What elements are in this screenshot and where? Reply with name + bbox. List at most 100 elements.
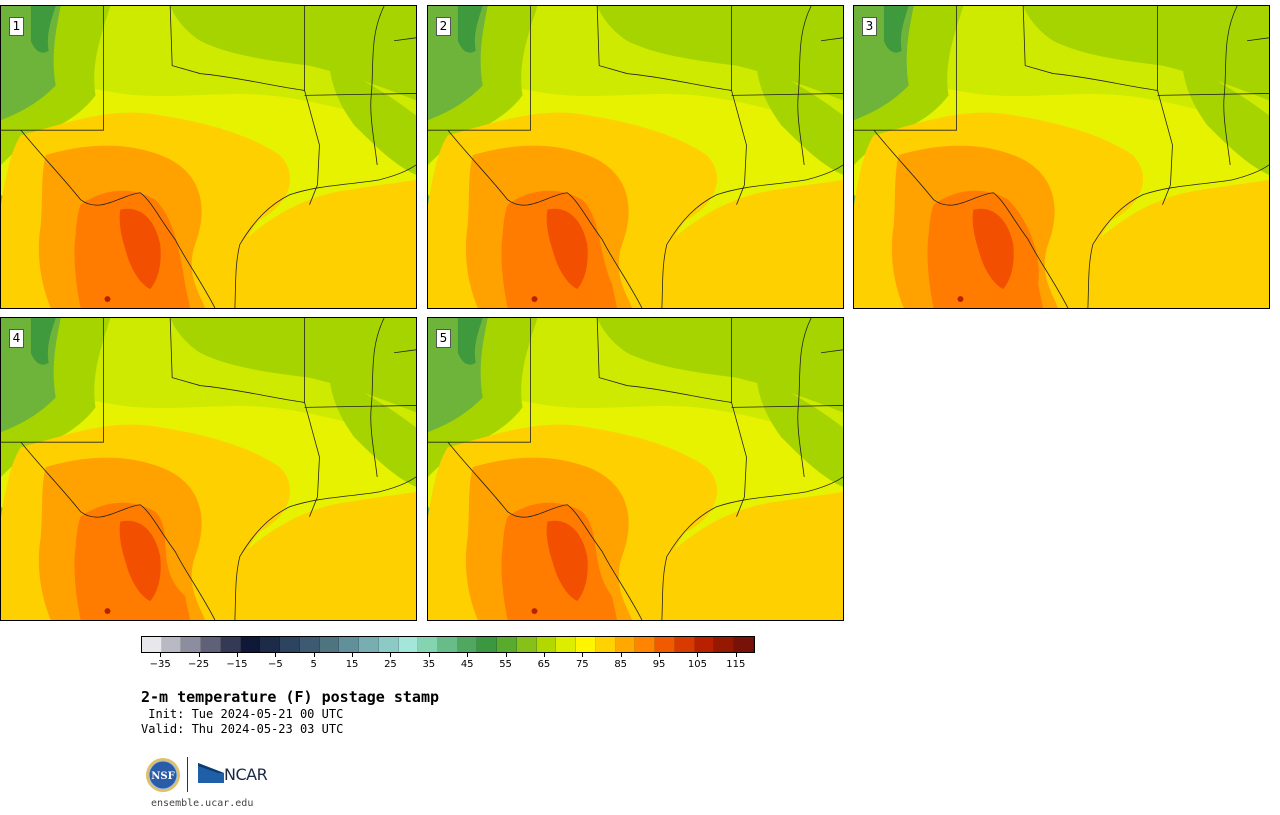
colorbar-segment	[319, 637, 340, 652]
border-ok	[596, 6, 732, 91]
colorbar-tick	[352, 653, 354, 657]
colorbar-segment	[161, 637, 182, 652]
colorbar-tick-label: 35	[422, 659, 436, 670]
coastline	[234, 476, 416, 620]
map	[1, 318, 416, 620]
field-hottest	[119, 208, 161, 290]
nsf-logo-icon: NSF	[146, 758, 180, 792]
border-tn	[821, 37, 843, 42]
border-ar	[731, 93, 843, 96]
field-east	[756, 65, 843, 175]
field-hottest	[119, 520, 161, 602]
border-nm	[1, 6, 104, 131]
border-ar	[304, 405, 416, 408]
colorbar-ticks: −35 −25 −15 −5 5 15 25 35 45 55 65 75 85 95 105 115	[141, 653, 755, 673]
colorbar-tick	[620, 653, 622, 657]
colorbar-segment	[438, 637, 458, 652]
colorbar-tick	[390, 653, 392, 657]
border-la	[731, 90, 747, 205]
colorbar-segment	[220, 637, 241, 652]
colorbar-tick-label: −5	[267, 659, 283, 670]
coastline	[234, 164, 416, 308]
colorbar-segment	[280, 637, 300, 652]
field-peaks	[457, 6, 483, 53]
logo-divider	[187, 757, 188, 792]
gulf	[234, 491, 416, 620]
gulf	[661, 179, 843, 308]
border-ok	[169, 318, 305, 403]
colorbar-tick	[160, 653, 162, 657]
gulf	[234, 179, 416, 308]
colorbar-tick-label: 65	[537, 659, 551, 670]
border-tn	[394, 37, 416, 42]
member-label: 3	[862, 17, 877, 36]
colorbar	[141, 636, 755, 653]
field-peaks	[30, 6, 56, 53]
colorbar-tick-label: 25	[384, 659, 397, 670]
border-ms	[797, 318, 812, 477]
border-la	[1157, 90, 1173, 205]
colorbar-segment	[457, 637, 478, 652]
border-ms	[370, 318, 385, 477]
colorbar-tick	[428, 653, 430, 657]
field-hottest	[972, 208, 1014, 290]
border-nm	[428, 318, 531, 443]
colorbar-tick	[505, 653, 507, 657]
border-mx	[873, 129, 1069, 308]
border-ms	[370, 6, 385, 165]
border-ms	[797, 6, 812, 165]
colorbar-segment	[260, 637, 281, 652]
colorbar-tick-label: 85	[614, 659, 628, 670]
colorbar-tick-label: 15	[345, 659, 359, 670]
colorbar-segment	[674, 637, 695, 652]
border-nm	[428, 6, 531, 131]
border-la	[304, 90, 320, 205]
colorbar-segment	[516, 637, 537, 652]
field-east	[1182, 65, 1269, 175]
colorbar-segment	[418, 637, 439, 652]
colorbar-tick-label: 115	[726, 659, 746, 670]
field-peaks	[457, 318, 483, 365]
colorbar-tick-label: −15	[226, 659, 248, 670]
colorbar-tick	[236, 653, 238, 657]
colorbar-tick	[313, 653, 315, 657]
forecast-panel: 2	[427, 5, 844, 309]
chart-title: 2-m temperature (F) postage stamp	[141, 688, 440, 706]
init-time: Init: Tue 2024-05-21 00 UTC	[141, 707, 344, 721]
colorbar-tick	[198, 653, 200, 657]
colorbar-segment	[378, 637, 399, 652]
border-ar	[1157, 93, 1269, 96]
map	[428, 6, 843, 308]
field-east	[329, 65, 416, 175]
colorbar-segment	[694, 637, 715, 652]
colorbar-tick	[659, 653, 661, 657]
colorbar-segment	[556, 637, 577, 652]
field-peaks	[30, 318, 56, 365]
ncar-logo-icon	[198, 763, 224, 783]
colorbar-segment	[714, 637, 735, 652]
colorbar-segment	[142, 637, 162, 652]
colorbar-segment	[576, 637, 596, 652]
border-ok	[596, 318, 732, 403]
border-la	[304, 402, 320, 517]
colorbar-segment	[477, 637, 498, 652]
forecast-panel: 5	[427, 317, 844, 621]
map	[1, 6, 416, 308]
border-tn	[1247, 37, 1269, 42]
field-hottest	[546, 208, 588, 290]
colorbar-tick-label: −35	[149, 659, 171, 670]
colorbar-tick-label: 5	[310, 659, 317, 670]
colorbar-segment	[595, 637, 616, 652]
colorbar-tick-label: 105	[687, 659, 707, 670]
border-ar	[731, 405, 843, 408]
field-hotspot	[531, 608, 538, 615]
colorbar-tick	[697, 653, 699, 657]
member-label: 4	[9, 329, 24, 348]
forecast-panel: 1	[0, 5, 417, 309]
border-ok	[169, 6, 305, 91]
forecast-panel: 4	[0, 317, 417, 621]
colorbar-segment	[497, 637, 517, 652]
field-hotspot	[104, 296, 111, 303]
nsf-logo-text: NSF	[151, 771, 174, 782]
colorbar-segment	[359, 637, 379, 652]
